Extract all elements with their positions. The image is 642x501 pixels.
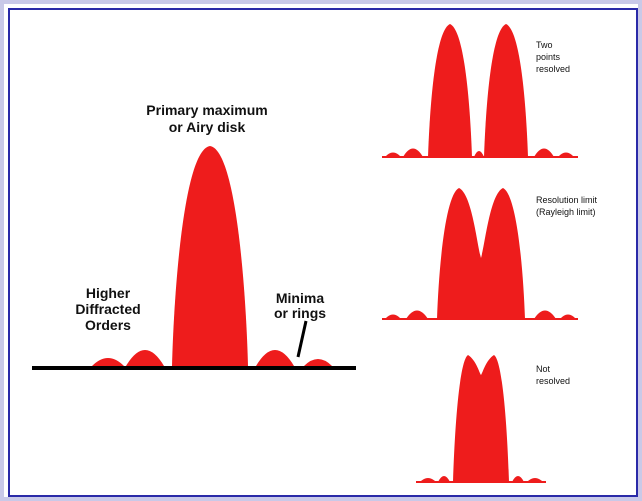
resolved-lobe-3 <box>474 151 484 157</box>
pattern-two-resolved <box>382 24 578 158</box>
resolved-lobe-4 <box>534 148 554 157</box>
label-limit-line2: (Rayleigh limit) <box>536 207 596 217</box>
limit-lobe-2 <box>406 310 428 319</box>
label-not-line1: Not <box>536 364 551 374</box>
resolved-lobe-5 <box>558 152 574 157</box>
main-side-lobe-right-inner <box>256 350 294 366</box>
main-side-lobe-right-outer <box>304 359 332 366</box>
main-side-lobe-left-outer <box>92 358 124 366</box>
unresolved-lobe-3 <box>512 476 524 482</box>
limit-lobe-4 <box>560 314 576 319</box>
limit-lobe-1 <box>385 314 401 319</box>
resolved-lobe-2 <box>403 148 423 157</box>
limit-baseline <box>382 318 578 320</box>
label-higher-line3: Orders <box>85 317 131 333</box>
label-minima-line2: or rings <box>274 305 326 321</box>
label-limit-line1: Resolution limit <box>536 195 598 205</box>
label-not-line2: resolved <box>536 376 570 386</box>
pattern-not-resolved <box>416 355 546 483</box>
main-baseline <box>32 366 356 370</box>
main-central-peak <box>172 146 248 366</box>
resolved-peak-right <box>484 24 528 157</box>
unresolved-baseline <box>416 481 546 483</box>
label-two-line2: points <box>536 52 561 62</box>
diagram-border <box>8 8 638 497</box>
label-primary-line1: Primary maximum <box>146 102 267 118</box>
main-side-lobe-left-inner <box>126 350 164 366</box>
minima-pointer <box>296 320 308 358</box>
resolved-baseline <box>382 156 578 158</box>
label-two-line3: resolved <box>536 64 570 74</box>
airy-pattern-main <box>32 146 356 370</box>
label-higher-line2: Diffracted <box>75 301 140 317</box>
resolved-lobe-1 <box>385 152 401 157</box>
limit-lobe-3 <box>534 310 556 319</box>
pattern-rayleigh-limit <box>382 188 578 320</box>
label-higher-line1: Higher <box>86 285 131 301</box>
label-primary-line2: or Airy disk <box>169 119 246 135</box>
label-two-line1: Two <box>536 40 553 50</box>
unresolved-lobe-2 <box>438 476 450 482</box>
resolved-peak-left <box>428 24 472 157</box>
label-minima-line1: Minima <box>276 290 324 306</box>
limit-double-peak <box>437 188 525 319</box>
unresolved-double-peak <box>453 355 509 482</box>
